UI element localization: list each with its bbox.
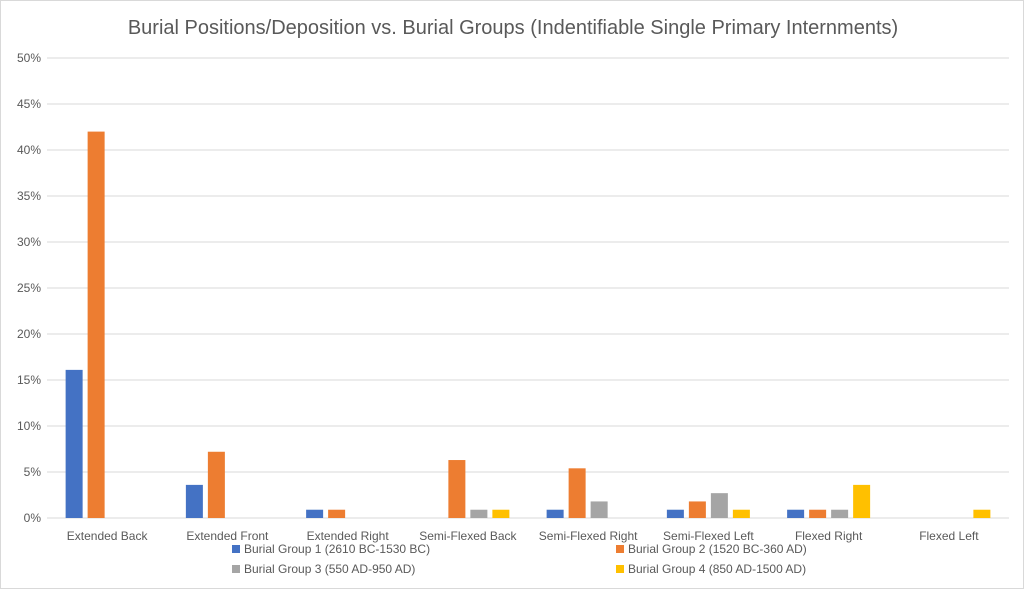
y-tick-label: 25% [17, 281, 41, 295]
bar [87, 131, 105, 518]
x-axis-categories: Extended Back Extended Front Extended Righ… [67, 529, 979, 543]
legend-item: Burial Group 4 (850 AD-1500 AD) [616, 562, 806, 576]
y-tick-label: 35% [17, 189, 41, 203]
legend-swatch [616, 545, 624, 553]
y-tick-label: 15% [17, 373, 41, 387]
bar [732, 509, 750, 518]
legend-label: Burial Group 4 (850 AD-1500 AD) [628, 562, 806, 576]
bar [809, 509, 827, 518]
legend-label: Burial Group 2 (1520 BC-360 AD) [628, 542, 807, 556]
legend-item: Burial Group 2 (1520 BC-360 AD) [616, 542, 807, 556]
legend: Burial Group 1 (2610 BC-1530 BC) Burial G… [232, 542, 807, 576]
y-axis-ticks: 0% 5% 10% 15% 20% 25% 30% 35% 40% 45% 50% [17, 51, 41, 525]
y-tick-label: 5% [24, 465, 42, 479]
bar [688, 501, 706, 518]
chart-title: Burial Positions/Deposition vs. Burial G… [128, 17, 898, 39]
bar [710, 493, 728, 518]
bar [831, 509, 849, 518]
gridlines [47, 57, 1009, 519]
bar [546, 509, 564, 518]
bar [973, 509, 991, 518]
legend-item: Burial Group 1 (2610 BC-1530 BC) [232, 542, 430, 556]
bar [65, 369, 83, 518]
category-label: Flexed Left [919, 529, 979, 543]
bar [306, 509, 324, 518]
category-label: Semi-Flexed Right [539, 529, 638, 543]
bar [470, 509, 488, 518]
bar [666, 509, 684, 518]
bar [448, 460, 466, 518]
bars [65, 131, 991, 518]
category-label: Semi-Flexed Back [419, 529, 517, 543]
category-label: Extended Right [307, 529, 390, 543]
bar [328, 509, 346, 518]
legend-label: Burial Group 1 (2610 BC-1530 BC) [244, 542, 430, 556]
y-tick-label: 20% [17, 327, 41, 341]
bar [568, 468, 586, 518]
bar [590, 501, 608, 518]
y-tick-label: 10% [17, 419, 41, 433]
y-tick-label: 45% [17, 97, 41, 111]
y-tick-label: 30% [17, 235, 41, 249]
y-tick-label: 40% [17, 143, 41, 157]
category-label: Flexed Right [795, 529, 863, 543]
legend-swatch [232, 565, 240, 573]
category-label: Extended Back [67, 529, 149, 543]
category-label: Semi-Flexed Left [663, 529, 754, 543]
legend-swatch [616, 565, 624, 573]
bar [853, 484, 871, 518]
legend-label: Burial Group 3 (550 AD-950 AD) [244, 562, 415, 576]
bar [207, 451, 225, 518]
bar [787, 509, 805, 518]
bar [492, 509, 510, 518]
y-tick-label: 0% [24, 511, 42, 525]
y-tick-label: 50% [17, 51, 41, 65]
legend-item: Burial Group 3 (550 AD-950 AD) [232, 562, 415, 576]
bar [185, 484, 203, 518]
legend-swatch [232, 545, 240, 553]
category-label: Extended Front [186, 529, 269, 543]
